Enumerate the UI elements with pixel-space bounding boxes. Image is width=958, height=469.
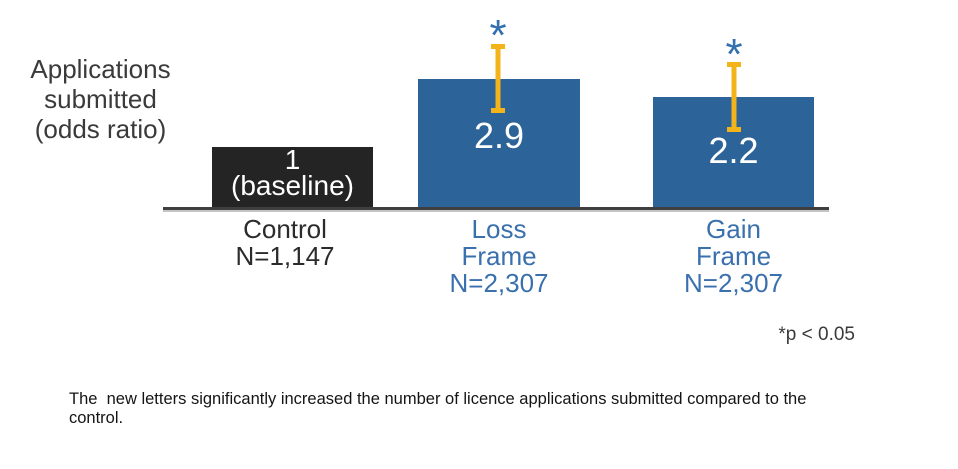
y-axis-title-line: submitted xyxy=(44,84,157,114)
category-label-loss-frame: Loss Frame N=2,307 xyxy=(418,216,580,297)
bar-value-label-gain: 2.2 xyxy=(708,130,759,171)
category-name: Frame xyxy=(695,241,772,271)
figure-caption-line: The new letters significantly increased … xyxy=(69,390,807,408)
category-name: Gain xyxy=(706,214,761,244)
category-label-gain-frame: Gain Frame N=2,307 xyxy=(652,216,815,297)
category-sample-size: N=1,147 xyxy=(235,241,335,271)
figure-caption: The new letters significantly increased … xyxy=(69,390,939,427)
category-name: Frame xyxy=(461,241,537,271)
significance-asterisk-gain: * xyxy=(725,30,743,79)
category-sample-size: N=2,307 xyxy=(449,268,549,298)
bar-value: 1 xyxy=(284,144,301,175)
significance-asterisk-loss: * xyxy=(489,11,507,60)
error-bar-loss xyxy=(491,44,505,113)
y-axis-title-line: (odds ratio) xyxy=(34,114,167,144)
category-name: Loss xyxy=(471,214,527,244)
y-axis-title: Applications submitted (odds ratio) xyxy=(8,54,193,144)
bar-value-label-control: 1 (baseline) xyxy=(202,144,383,201)
error-bar-stem xyxy=(495,44,501,113)
category-name: Control xyxy=(243,214,327,244)
error-bar-stem xyxy=(731,62,737,132)
bar-value-label-loss: 2.9 xyxy=(473,115,525,156)
x-axis-line xyxy=(163,207,829,212)
category-sample-size: N=2,307 xyxy=(683,268,784,298)
figure-caption-line: control. xyxy=(69,408,124,427)
error-bar-gain xyxy=(727,62,741,132)
bar-value-baseline-note: (baseline) xyxy=(231,170,354,201)
error-bar-cap-bottom xyxy=(727,127,741,132)
bar-control xyxy=(212,147,373,207)
y-axis-title-line: Applications xyxy=(30,54,171,84)
p-value-note: *p < 0.05 xyxy=(778,324,855,345)
category-label-control: Control N=1,147 xyxy=(203,216,367,270)
error-bar-cap-bottom xyxy=(491,108,505,113)
